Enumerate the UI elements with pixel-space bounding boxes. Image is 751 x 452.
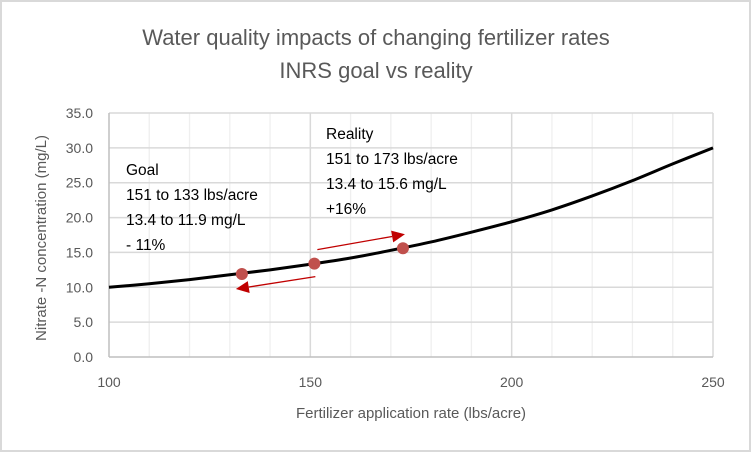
annotation-goal-line: 13.4 to 11.9 mg/L — [126, 212, 246, 229]
x-tick-label: 100 — [97, 374, 121, 390]
annotation-goal-line: - 11% — [126, 237, 166, 254]
reality-arrow — [317, 230, 405, 251]
annotation-goal-line: Goal — [126, 162, 159, 179]
chart-title: Water quality impacts of changing fertil… — [142, 25, 610, 50]
y-tick-label: 10.0 — [66, 279, 93, 295]
annotation-reality-line: 13.4 to 15.6 mg/L — [326, 176, 447, 193]
y-tick-label: 35.0 — [66, 105, 93, 121]
x-axis-ticks: 100 150 200 250 — [97, 374, 725, 390]
y-tick-label: 15.0 — [66, 244, 93, 260]
annotation-goal: Goal 151 to 133 lbs/acre 13.4 to 11.9 mg… — [126, 162, 258, 254]
gridlines — [108, 112, 714, 358]
y-tick-label: 30.0 — [66, 140, 93, 156]
annotation-reality-line: +16% — [326, 201, 366, 218]
x-axis-label: Fertilizer application rate (lbs/acre) — [296, 405, 526, 422]
x-tick-label: 200 — [500, 374, 524, 390]
x-tick-label: 150 — [299, 374, 323, 390]
x-tick-label: 250 — [701, 374, 725, 390]
data-point-goal — [235, 268, 248, 281]
y-tick-label: 25.0 — [66, 175, 93, 191]
y-axis-ticks: 0.0 5.0 10.0 15.0 20.0 25.0 30.0 35.0 — [66, 105, 93, 365]
reality-arrow-shaft — [317, 235, 393, 251]
data-point-current — [308, 257, 321, 270]
data-point-reality — [396, 242, 409, 255]
y-tick-label: 5.0 — [74, 314, 94, 330]
annotation-reality-line: 151 to 173 lbs/acre — [326, 151, 458, 168]
annotation-goal-line: 151 to 133 lbs/acre — [126, 187, 258, 204]
goal-arrow-head — [235, 281, 250, 293]
goal-arrow — [235, 275, 316, 293]
chart-subtitle: INRS goal vs reality — [279, 58, 472, 83]
y-tick-label: 0.0 — [74, 349, 94, 365]
data-points — [235, 242, 409, 281]
series-line — [108, 146, 714, 289]
annotation-reality-line: Reality — [326, 126, 374, 143]
y-tick-label: 20.0 — [66, 210, 93, 226]
arrows — [235, 230, 405, 293]
y-axis-label: Nitrate -N concentration (mg/L) — [33, 135, 50, 341]
reality-arrow-head — [391, 230, 405, 243]
goal-arrow-shaft — [248, 275, 316, 288]
annotation-reality: Reality 151 to 173 lbs/acre 13.4 to 15.6… — [326, 126, 458, 218]
